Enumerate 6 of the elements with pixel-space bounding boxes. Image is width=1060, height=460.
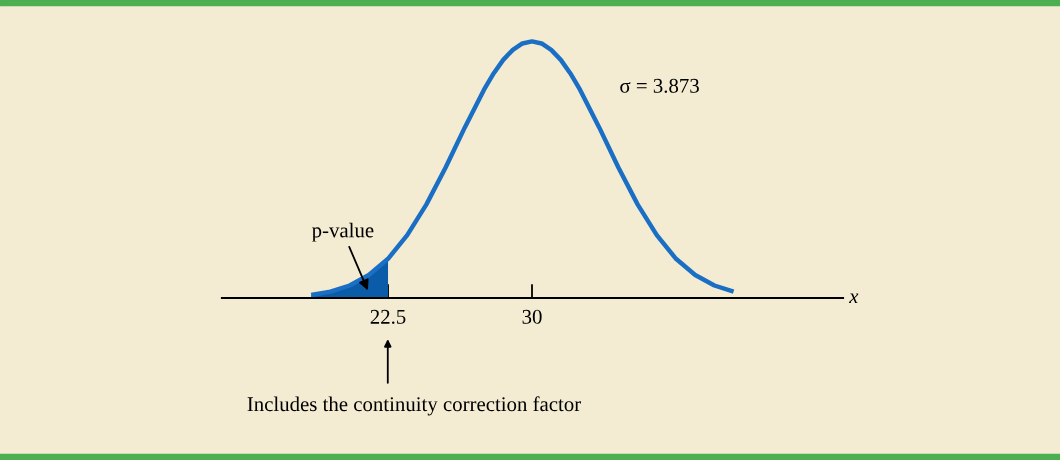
- x-tick-label: 30: [522, 309, 542, 324]
- x-tick-label: 22.5: [370, 309, 406, 324]
- annotation: p-value: [311, 222, 374, 242]
- annotation: σ = 3.873: [620, 78, 699, 93]
- text: Includes the continuity correction factor: [247, 396, 581, 416]
- x-axis-title: x: [848, 293, 859, 304]
